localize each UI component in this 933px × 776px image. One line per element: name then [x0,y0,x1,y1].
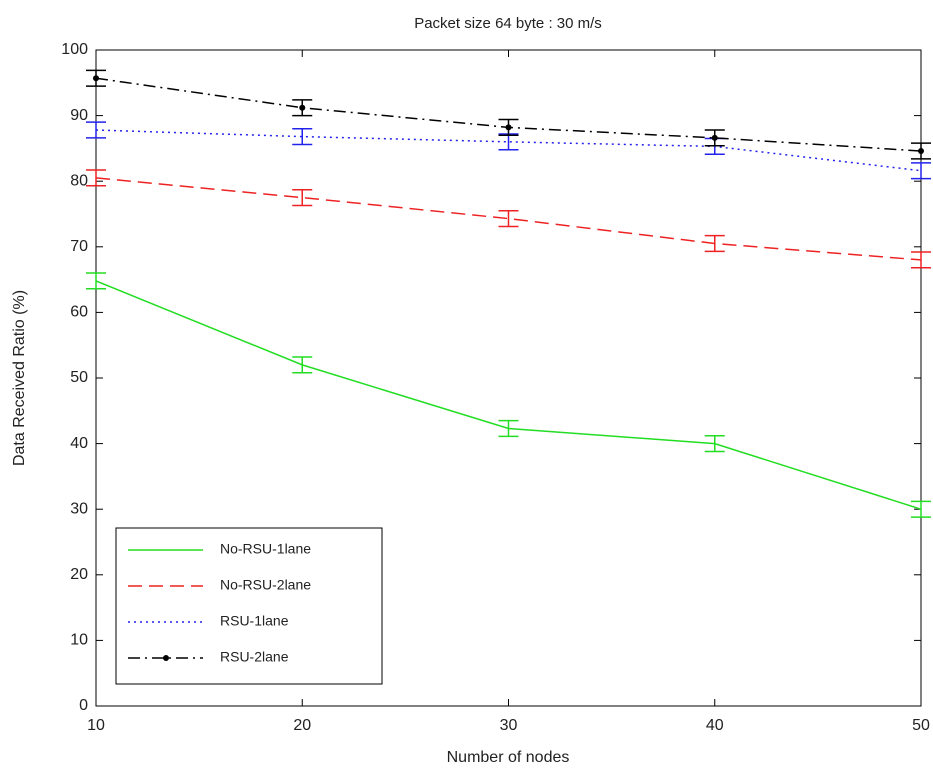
x-tick-label: 50 [912,717,930,734]
error-bar [292,188,313,207]
legend-label: RSU-2lane [220,649,289,665]
legend-marker [163,655,169,661]
point [93,75,99,82]
error-bar [911,162,931,180]
legend-label: RSU-1lane [220,613,289,629]
point [711,134,718,141]
error-bar [498,419,519,438]
y-tick-label: 100 [61,41,88,58]
y-tick-label: 0 [79,697,88,714]
point [299,104,306,111]
x-tick-label: 30 [500,717,518,734]
y-tick-label: 20 [70,566,88,583]
legend-label: No-RSU-2lane [220,577,311,593]
error-bar [292,356,313,374]
error-bar [911,251,931,269]
error-bar [86,169,106,187]
x-tick-label: 10 [87,717,105,734]
y-axis-label: Data Received Ratio (%) [11,290,28,466]
y-tick-label: 90 [70,107,88,124]
x-tick-label: 20 [293,717,311,734]
point [918,148,924,155]
point [505,124,512,131]
x-tick-label: 40 [706,717,724,734]
error-bar [86,121,106,139]
error-bar [704,234,725,253]
y-tick-label: 10 [70,632,88,649]
y-tick-label: 70 [70,238,88,255]
error-bar [292,127,313,146]
legend-label: No-RSU-1lane [220,541,311,557]
chart-title: Packet size 64 byte : 30 m/s [414,15,602,32]
x-axis-label: Number of nodes [447,749,570,766]
y-tick-label: 80 [70,172,88,189]
y-tick-label: 60 [70,304,88,321]
series-line [95,177,922,261]
error-bar [498,209,519,228]
error-bar [704,434,725,453]
y-tick-label: 30 [70,500,88,517]
y-tick-label: 50 [70,369,88,386]
error-bar [86,272,106,290]
y-tick-label: 40 [70,435,88,452]
error-bar [911,500,931,518]
